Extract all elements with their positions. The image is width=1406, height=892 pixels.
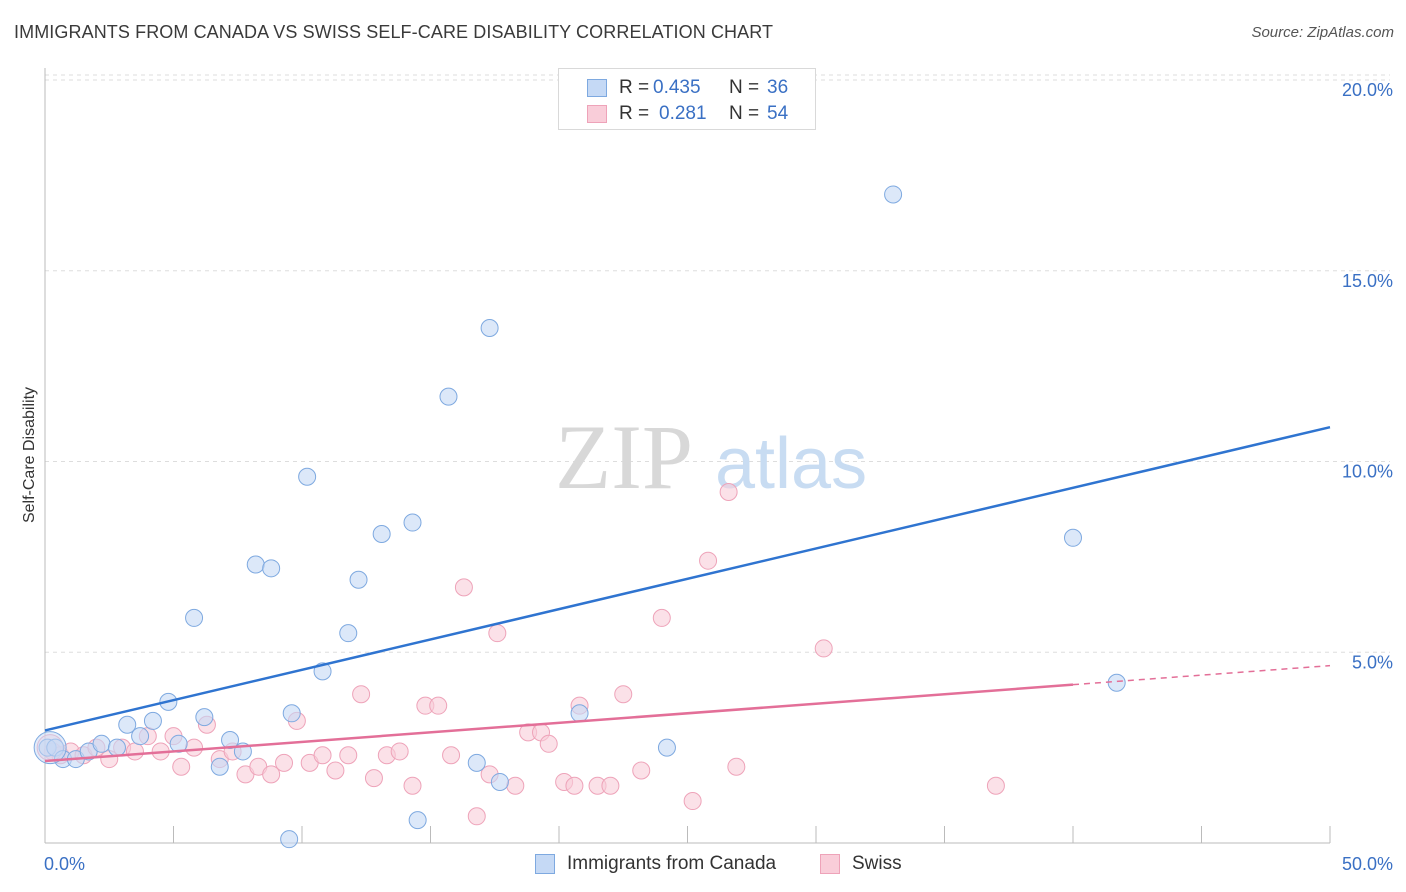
data-point-swiss [601,776,620,795]
data-point-canada [408,811,427,830]
y-tick-label: 15.0% [1342,271,1393,291]
data-point-canada [480,318,499,337]
data-point-canada [339,624,358,643]
legend-item-canada[interactable]: Immigrants from Canada [535,852,776,876]
data-point-canada [439,387,458,406]
data-point-swiss [467,807,486,826]
y-tick-label: 5.0% [1352,652,1393,672]
trendline-swiss-extrapolated [1072,664,1331,686]
data-point-swiss [814,639,833,658]
axes [44,68,1331,844]
data-point-canada [490,772,509,791]
data-point-canada [372,524,391,543]
tick-labels: 5.0% 10.0% 15.0% 20.0% 0.0% 50.0% [44,80,1393,874]
legend-item-swiss[interactable]: Swiss [820,852,902,876]
data-point-swiss [339,746,358,765]
data-point-swiss [125,742,144,761]
legend-swatch-canada [535,854,555,874]
data-point-canada [280,830,299,849]
data-point-canada [1107,673,1126,692]
data-point-swiss [632,761,651,780]
legend-r-value: 0.435 [653,77,701,98]
legend-n-value: 54 [767,103,789,124]
data-point-swiss [506,776,525,795]
data-point-swiss [429,696,448,715]
data-point-canada [570,704,589,723]
data-cluster-canada [33,731,67,765]
watermark: ZIP atlas [555,406,867,508]
data-point-swiss [719,483,738,502]
data-point-swiss [565,776,584,795]
data-point-swiss [442,746,461,765]
data-point-canada [403,513,422,532]
data-point-canada [246,555,265,574]
trendline-swiss [44,683,1074,763]
data-point-canada [195,708,214,727]
data-point-swiss [326,761,345,780]
y-tick-label: 20.0% [1342,80,1393,100]
data-point-canada [298,467,317,486]
data-point-canada [118,715,137,734]
data-point-canada [131,727,150,746]
trend-lines [44,425,1331,763]
data-point-canada [1064,528,1082,547]
data-point-swiss [699,551,718,570]
trendline-canada [44,425,1331,732]
legend-r-label: R = [619,103,650,124]
data-point-canada [262,559,281,578]
source-credit: Source: ZipAtlas.com [1251,24,1394,41]
legend-swatch-swiss [587,105,607,123]
data-point-swiss [185,738,204,757]
data-point-swiss [390,742,409,761]
legend-series: Immigrants from Canada Swiss [0,852,1406,878]
data-point-canada [185,608,204,627]
legend-n-value: 36 [767,77,789,98]
legend-r-label: R = [619,77,650,98]
data-point-canada [657,738,676,757]
data-point-canada [349,570,368,589]
grid [45,74,1390,653]
legend-swatch-canada [587,79,607,97]
watermark-atlas: atlas [715,424,867,504]
data-point-canada [467,753,486,772]
chart-title: IMMIGRANTS FROM CANADA VS SWISS SELF-CAR… [14,22,774,42]
data-point-canada [210,757,229,776]
series-swiss-points [36,483,1005,826]
data-point-swiss [262,765,281,784]
legend-label-canada: Immigrants from Canada [567,853,777,874]
data-point-swiss [313,746,332,765]
x-tick-label: 0.0% [44,854,85,874]
data-point-swiss [683,792,702,811]
legend-label-swiss: Swiss [852,853,902,874]
data-point-canada [107,738,126,757]
data-point-swiss [539,734,558,753]
data-point-swiss [403,776,422,795]
data-point-swiss [172,757,191,776]
data-point-swiss [652,608,671,627]
data-point-canada [92,734,111,753]
legend-swatch-swiss [820,854,840,874]
data-point-swiss [275,753,294,772]
data-point-swiss [352,685,371,704]
watermark-zip: ZIP [555,406,693,508]
legend-r-value: 0.281 [659,103,707,124]
data-point-swiss [727,757,746,776]
data-point-swiss [454,578,473,597]
legend-n-label: N = [729,77,760,98]
data-point-canada [143,711,162,730]
y-tick-label: 10.0% [1342,462,1393,482]
data-point-canada [884,185,903,204]
data-point-canada [282,704,301,723]
data-point-swiss [614,685,633,704]
data-point-swiss [488,624,507,643]
series-canada-points [33,185,1126,849]
x-tick-label: 50.0% [1342,854,1393,874]
legend-n-label: N = [729,103,760,124]
legend-stats: R = 0.435 N = 36 R = 0.281 N = 54 [558,68,816,130]
data-point-swiss [986,776,1005,795]
data-point-swiss [364,769,383,788]
